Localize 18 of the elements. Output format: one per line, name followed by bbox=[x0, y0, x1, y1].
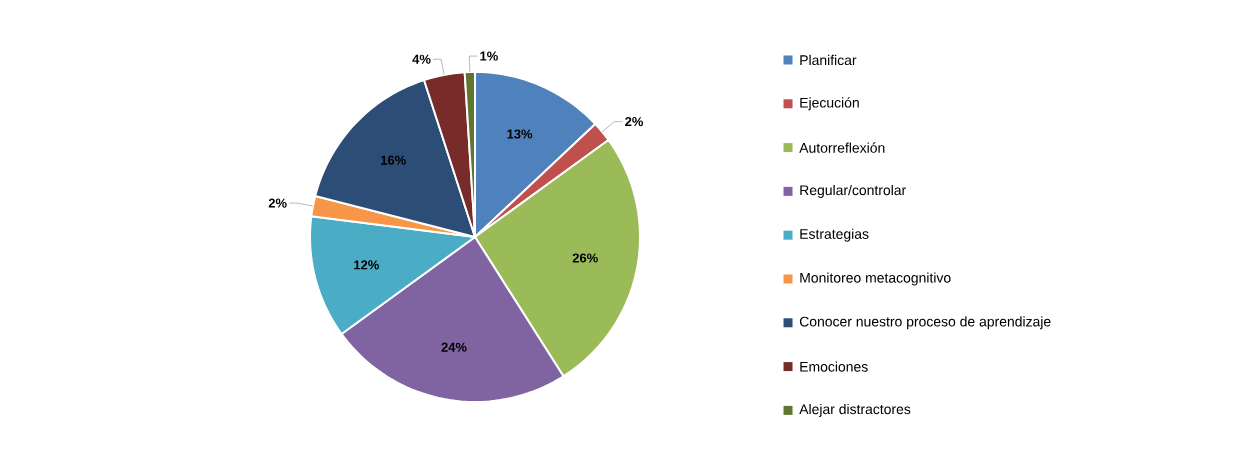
legend-label: Estrategias bbox=[800, 228, 869, 242]
data-label: 2% bbox=[268, 198, 287, 208]
data-label: 16% bbox=[381, 155, 406, 165]
legend-label: Alejar distractores bbox=[799, 403, 911, 417]
data-label: 26% bbox=[572, 253, 598, 263]
legend-label: Regular/controlar bbox=[800, 184, 906, 198]
data-label: 2% bbox=[625, 117, 644, 127]
legend-label: Emociones bbox=[800, 361, 868, 372]
data-label: 12% bbox=[354, 260, 379, 270]
legend-label: Conocer nuestro proceso de aprendizaje bbox=[799, 316, 1051, 330]
legend-label: Planificar bbox=[800, 54, 857, 66]
data-label: 1% bbox=[480, 51, 498, 61]
data-label: 4% bbox=[412, 54, 431, 64]
legend-label: Autorreflexión bbox=[799, 142, 885, 153]
legend-label: Ejecución bbox=[800, 97, 859, 111]
data-label: 13% bbox=[507, 129, 533, 139]
legend-label: Monitoreo metacognitivo bbox=[800, 272, 951, 286]
data-label: 24% bbox=[441, 342, 467, 352]
